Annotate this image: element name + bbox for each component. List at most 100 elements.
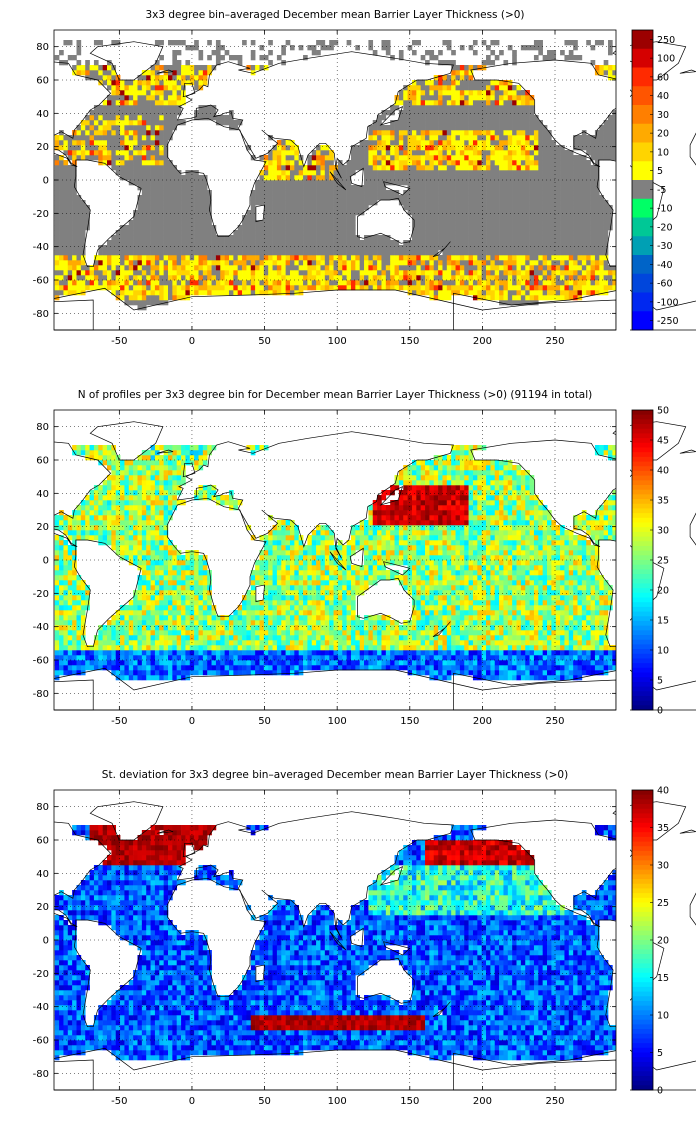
data-cell	[90, 285, 95, 290]
data-cell	[464, 115, 469, 120]
data-cell	[525, 95, 530, 100]
data-cell	[477, 140, 482, 145]
data-cell	[72, 625, 77, 630]
data-cell	[517, 245, 522, 250]
data-cell	[103, 255, 108, 260]
data-cell	[111, 105, 116, 110]
data-cell	[159, 190, 164, 195]
data-cell	[495, 105, 500, 110]
data-cell	[55, 670, 60, 675]
data-cell	[159, 165, 164, 170]
data-cell	[521, 220, 526, 225]
data-cell	[377, 275, 382, 280]
data-cell	[63, 160, 68, 165]
data-cell	[133, 255, 138, 260]
data-cell	[107, 285, 112, 290]
data-cell	[403, 270, 408, 275]
data-cell	[543, 180, 548, 185]
data-cell	[312, 190, 317, 195]
data-cell	[451, 230, 456, 235]
data-cell	[512, 125, 517, 130]
data-cell	[168, 165, 173, 170]
data-cell	[124, 110, 129, 115]
data-cell	[530, 205, 535, 210]
data-cell	[517, 170, 522, 175]
data-cell	[429, 195, 434, 200]
data-cell	[512, 130, 517, 135]
data-cell	[59, 175, 64, 180]
data-cell	[530, 265, 535, 270]
data-cell	[129, 175, 134, 180]
data-cell	[508, 255, 513, 260]
data-cell	[81, 280, 86, 285]
data-cell	[277, 225, 282, 230]
data-cell	[181, 240, 186, 245]
data-cell	[564, 260, 569, 265]
data-cell	[447, 215, 452, 220]
data-cell	[573, 240, 578, 245]
data-cell	[490, 60, 495, 65]
data-cell	[573, 210, 578, 215]
data-cell	[429, 155, 434, 160]
data-cell	[482, 245, 487, 250]
data-cell	[72, 530, 77, 535]
data-cell	[164, 275, 169, 280]
data-cell	[77, 605, 82, 610]
data-cell	[551, 275, 556, 280]
data-cell	[421, 285, 426, 290]
data-cell	[434, 215, 439, 220]
data-cell	[338, 230, 343, 235]
data-cell	[425, 215, 430, 220]
data-cell	[473, 100, 478, 105]
data-cell	[473, 240, 478, 245]
data-cell	[490, 170, 495, 175]
data-cell	[556, 160, 561, 165]
data-cell	[194, 215, 199, 220]
data-cell	[168, 80, 173, 85]
data-cell	[77, 630, 82, 635]
data-cell	[342, 205, 347, 210]
data-cell	[159, 295, 164, 300]
data-cell	[177, 85, 182, 90]
data-cell	[490, 280, 495, 285]
data-cell	[151, 210, 156, 215]
data-cell	[142, 235, 147, 240]
data-cell	[72, 620, 77, 625]
data-cell	[68, 230, 73, 235]
data-cell	[72, 275, 77, 280]
data-cell	[503, 205, 508, 210]
data-cell	[63, 625, 68, 630]
data-cell	[325, 185, 330, 190]
data-cell	[242, 285, 247, 290]
data-cell	[203, 265, 208, 270]
data-cell	[107, 515, 112, 520]
data-cell	[281, 235, 286, 240]
data-cell	[81, 605, 86, 610]
data-cell	[238, 225, 243, 230]
data-cell	[447, 80, 452, 85]
data-cell	[438, 260, 443, 265]
data-cell	[77, 225, 82, 230]
data-cell	[477, 130, 482, 135]
data-cell	[447, 120, 452, 125]
data-cell	[442, 175, 447, 180]
data-cell	[399, 140, 404, 145]
data-cell	[564, 265, 569, 270]
data-cell	[547, 220, 552, 225]
data-cell	[425, 140, 430, 145]
data-cell	[508, 285, 513, 290]
data-cell	[299, 285, 304, 290]
data-cell	[586, 135, 591, 140]
data-cell	[334, 200, 339, 205]
data-cell	[582, 290, 587, 295]
data-cell	[469, 135, 474, 140]
data-cell	[569, 225, 574, 230]
data-cell	[447, 270, 452, 275]
data-cell	[473, 235, 478, 240]
data-cell	[377, 140, 382, 145]
data-cell	[347, 180, 352, 185]
data-cell	[460, 225, 465, 230]
data-cell	[521, 160, 526, 165]
data-cell	[377, 240, 382, 245]
data-cell	[251, 65, 256, 70]
